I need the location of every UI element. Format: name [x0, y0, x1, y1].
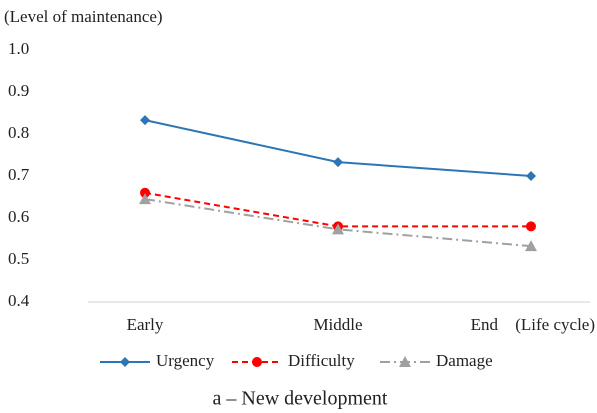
point — [526, 221, 536, 232]
y-axis-label: (Level of maintenance) — [4, 7, 163, 26]
legend-label: Urgency — [156, 351, 215, 370]
y-tick-label: 0.7 — [8, 165, 30, 184]
y-tick-label: 1.0 — [8, 39, 29, 58]
point — [333, 157, 343, 168]
y-tick-label: 0.9 — [8, 81, 29, 100]
y-tick-label: 0.5 — [8, 249, 29, 268]
caption: a – New development — [213, 388, 388, 410]
x-axis-label: (Life cycle) — [515, 315, 595, 334]
series-line — [144, 191, 531, 228]
point — [140, 187, 150, 198]
y-tick-label: 0.8 — [8, 123, 29, 142]
point — [139, 193, 151, 205]
legend-label: Damage — [436, 351, 493, 370]
legend-marker — [252, 357, 262, 367]
point — [140, 115, 150, 126]
legend-marker — [120, 357, 130, 367]
series-line — [144, 119, 532, 177]
x-tick-label: Middle — [313, 315, 362, 334]
y-tick-label: 0.6 — [8, 207, 29, 226]
legend-label: Difficulty — [288, 351, 355, 370]
legend-marker — [399, 356, 411, 367]
point — [526, 171, 536, 181]
x-tick-label: End — [471, 315, 499, 334]
point — [332, 223, 344, 235]
y-tick-label: 0.4 — [8, 291, 30, 310]
x-tick-label: Early — [127, 315, 164, 334]
point — [525, 240, 537, 252]
